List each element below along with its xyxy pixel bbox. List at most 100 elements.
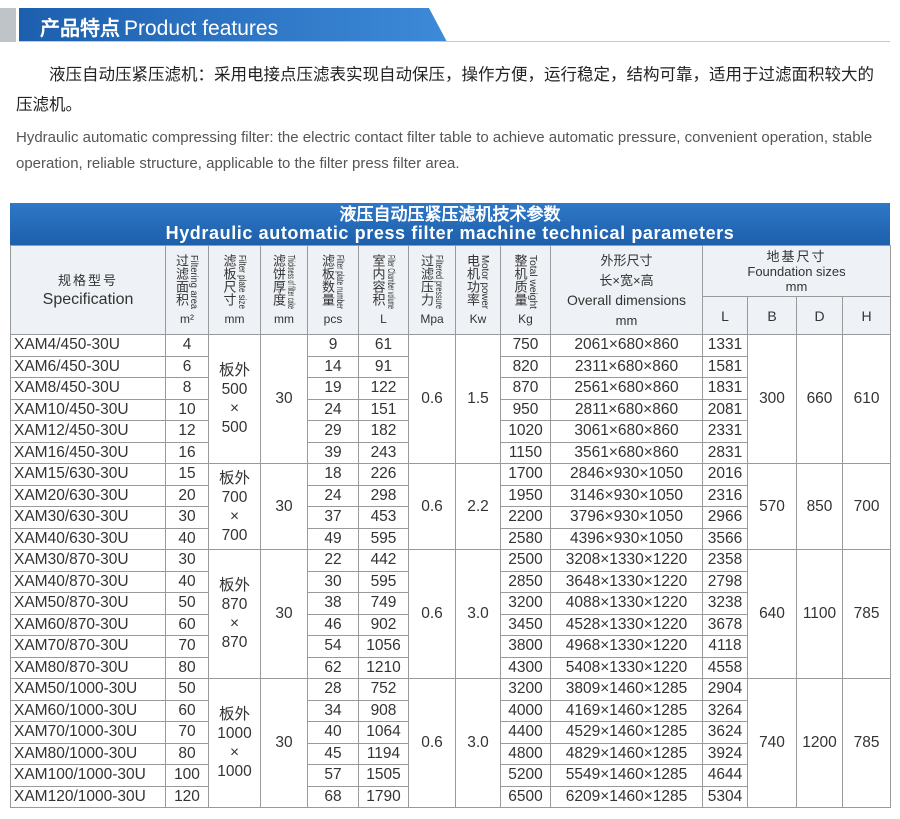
spec-table-block: 液压自动压紧压滤机技术参数 Hydraulic automatic press … xyxy=(10,203,892,808)
header-cn: 室内容积 xyxy=(370,254,386,306)
table-title-en: Hydraulic automatic press filter machine… xyxy=(165,223,735,243)
table-cell: 29 xyxy=(307,420,359,443)
column-header: L xyxy=(702,296,748,335)
table-row: XAM50/870-30U 50 38 749 3200 4088×1330×1220 32… xyxy=(10,592,891,615)
column-header: 地基尺寸 Foundation sizes mm xyxy=(701,245,892,297)
table-cell: 3624 xyxy=(702,721,748,744)
merged-cell: 1200 xyxy=(796,678,843,808)
table-cell: 2061×680×860 xyxy=(550,334,703,357)
table-cell: 2561×680×860 xyxy=(550,377,703,400)
table-cell: 3678 xyxy=(702,613,748,636)
header-title: 产品特点 Product features xyxy=(40,12,278,41)
table-cell: 2831 xyxy=(702,441,748,464)
header-unit: pcs xyxy=(323,312,343,326)
table-head: 规格型号 Specification 过滤面积 Filtering area m² 滤板尺… xyxy=(10,245,892,335)
table-row: XAM30/870-30U 30 板外 870 × 870 30 22 442 0.6 3.0 250… xyxy=(10,549,892,679)
table-cell: XAM40/630-30U xyxy=(10,527,166,550)
table-cell: XAM30/870-30U xyxy=(10,549,166,572)
table-cell: 3238 xyxy=(702,592,748,615)
table-cell: 45 xyxy=(307,742,359,765)
header-unit: L xyxy=(380,312,387,326)
table-cell: 70 xyxy=(165,721,209,744)
column-header: 滤板数量 Filter plate number pcs xyxy=(307,245,359,335)
table-cell: 151 xyxy=(358,398,409,421)
table-cell: 60 xyxy=(165,699,209,722)
table-cell: 6209×1460×1285 xyxy=(550,785,703,808)
table-cell: 4000 xyxy=(500,699,551,722)
table-cell: 14 xyxy=(307,355,359,378)
header-cn: 滤饼厚度 xyxy=(271,254,286,306)
header-en-box: Filter plate size xyxy=(237,255,247,309)
table-cell: 2846×930×1050 xyxy=(550,463,703,486)
table-row: XAM20/630-30U 20 24 298 1950 3146×930×1050 231… xyxy=(10,484,891,507)
column-header: 过滤压力 Filtered pressure Mpa xyxy=(408,245,456,335)
table-cell: 4118 xyxy=(702,635,748,658)
table-row: XAM6/450-30U 6 14 91 820 2311×680×860 1581 xyxy=(10,355,891,378)
header-unit: Kw xyxy=(469,312,487,326)
merged-cell: 740 xyxy=(747,678,797,808)
table-cell: 50 xyxy=(165,592,209,615)
table-cell: 39 xyxy=(307,441,359,464)
table-cell: 54 xyxy=(307,635,359,658)
merged-cell: 1100 xyxy=(796,549,843,679)
table-row: XAM100/1000-30U 100 57 1505 5200 5549×1460×12… xyxy=(10,764,891,787)
header-en-box: Filter plate number xyxy=(335,255,345,309)
table-cell: XAM8/450-30U xyxy=(10,377,166,400)
plate-size-line: × xyxy=(229,507,240,525)
header-text: 外形尺寸 长×宽×高 Overall dimensions mm xyxy=(551,252,702,329)
plate-size-line: × xyxy=(229,615,240,632)
table-cell: 80 xyxy=(165,656,209,679)
table-cell: 3200 xyxy=(500,678,551,701)
table-cell: 5408×1330×1220 xyxy=(550,656,703,679)
merged-cell: 0.6 xyxy=(408,463,456,550)
table-cell: 30 xyxy=(165,506,209,529)
table-cell: 6 xyxy=(165,355,209,378)
table-cell: 2580 xyxy=(500,527,551,550)
header-vertical: 过滤面积 Filtering area xyxy=(166,254,208,310)
plate-size-line: 板外 xyxy=(218,706,250,723)
table-cell: XAM80/1000-30U xyxy=(10,742,166,765)
table-cell: 298 xyxy=(358,484,409,507)
plate-size-line: 700 xyxy=(221,488,248,506)
header-text: 规格型号 Specification xyxy=(11,272,165,308)
column-header: 整机质量 Total weight Kg xyxy=(500,245,551,335)
table-cell: XAM60/1000-30U xyxy=(10,699,166,722)
plate-size-line: 板外 xyxy=(218,577,250,594)
table-cell: 6500 xyxy=(500,785,551,808)
table-cell: XAM10/450-30U xyxy=(10,398,166,421)
table-cell: 453 xyxy=(358,506,409,529)
plate-size-line: 500 xyxy=(221,419,248,436)
table-cell: 1056 xyxy=(358,635,409,658)
header-unit: mm xyxy=(274,312,294,326)
column-header: 滤板尺寸 Filter plate size mm xyxy=(208,245,261,335)
table-cell: 243 xyxy=(358,441,409,464)
table-cell: 2316 xyxy=(702,484,748,507)
header-cn: 过滤面积 xyxy=(174,254,189,306)
table-cell: 182 xyxy=(358,420,409,443)
merged-cell: 1.5 xyxy=(455,334,501,464)
table-cell: 950 xyxy=(500,398,551,421)
header-cn: 电机功率 xyxy=(465,254,480,306)
header-vertical: 电机功率 Motor power xyxy=(456,254,500,310)
header-en: Overall dimensions xyxy=(566,291,687,308)
table-row: XAM40/630-30U 40 49 595 2580 4396×930×1050 356… xyxy=(10,527,891,550)
header-cn: 外形尺寸 xyxy=(600,252,653,268)
merged-cell: 3.0 xyxy=(455,678,501,808)
table-cell: 120 xyxy=(165,785,209,808)
table-title-cn: 液压自动压紧压滤机技术参数 xyxy=(339,205,561,224)
merged-cell: 30 xyxy=(260,549,308,679)
table-cell: 1581 xyxy=(702,355,748,378)
header-cn: 整机质量 xyxy=(512,254,528,306)
table-cell: 2200 xyxy=(500,506,551,529)
table-row: XAM80/870-30U 80 62 1210 4300 5408×1330×1220 4… xyxy=(10,656,891,679)
header-text: 地基尺寸 Foundation sizes mm xyxy=(703,249,890,294)
plate-size-line: 1000 xyxy=(217,725,252,742)
intro-cn: 液压自动压紧压滤机：采用电接点压滤表实现自动保压，操作方便，运行稳定，结构可靠，… xyxy=(16,66,874,114)
table-cell: 40 xyxy=(165,570,209,593)
table-cell: 60 xyxy=(165,613,209,636)
header-en-box: Total weight xyxy=(528,255,538,309)
merged-cell: 板外 500 × 500 xyxy=(208,334,261,464)
header-unit: mm xyxy=(224,312,245,326)
